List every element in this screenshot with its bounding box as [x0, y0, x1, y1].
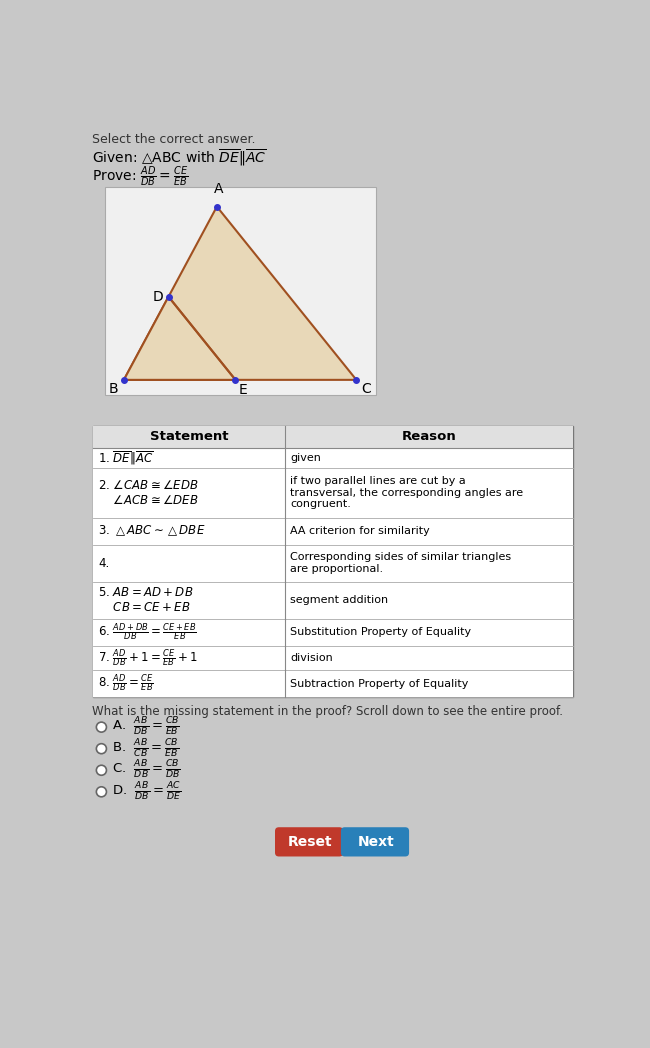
Text: 3. $\triangle ABC \sim\triangle DBE$: 3. $\triangle ABC \sim\triangle DBE$ [98, 524, 205, 539]
Text: D: D [152, 289, 163, 304]
Text: Next: Next [358, 835, 394, 849]
Circle shape [96, 787, 107, 796]
Bar [93, 427, 573, 447]
Text: 2. $\angle CAB \cong \angle EDB$
    $\angle ACB \cong \angle DEB$: 2. $\angle CAB \cong \angle EDB$ $\angle… [98, 479, 199, 506]
Text: Statement: Statement [150, 431, 228, 443]
Text: D.  $\frac{AB}{DB} = \frac{AC}{DE}$: D. $\frac{AB}{DB} = \frac{AC}{DE}$ [112, 781, 181, 803]
Bar [93, 518, 573, 545]
Text: 8. $\frac{AD}{DB} = \frac{CE}{EB}$: 8. $\frac{AD}{DB} = \frac{CE}{EB}$ [98, 673, 154, 695]
Text: given: given [291, 453, 321, 462]
Text: Given: △ABC with $\overline{DE} \| \overline{AC}$: Given: △ABC with $\overline{DE} \| \over… [92, 148, 266, 168]
Text: E: E [239, 383, 248, 397]
FancyBboxPatch shape [275, 827, 343, 856]
Circle shape [96, 744, 107, 754]
Text: division: division [291, 653, 333, 662]
Text: Substitution Property of Equality: Substitution Property of Equality [291, 627, 472, 637]
Circle shape [96, 722, 107, 733]
Polygon shape [124, 206, 356, 379]
Bar [93, 467, 573, 518]
Text: What is the missing statement in the proof? Scroll down to see the entire proof.: What is the missing statement in the pro… [92, 705, 563, 718]
Text: C.  $\frac{AB}{DB} = \frac{CB}{DB}$: C. $\frac{AB}{DB} = \frac{CB}{DB}$ [112, 759, 181, 782]
Bar [93, 618, 573, 646]
Text: Prove: $\frac{AD}{DB} = \frac{CE}{EB}$: Prove: $\frac{AD}{DB} = \frac{CE}{EB}$ [92, 165, 188, 189]
Text: A.  $\frac{AB}{DB} = \frac{CB}{EB}$: A. $\frac{AB}{DB} = \frac{CB}{EB}$ [112, 716, 180, 738]
Text: Corresponding sides of similar triangles
are proportional.: Corresponding sides of similar triangles… [291, 552, 512, 574]
Text: 4.: 4. [98, 556, 110, 570]
Text: B.  $\frac{AB}{CB} = \frac{CB}{EB}$: B. $\frac{AB}{CB} = \frac{CB}{EB}$ [112, 738, 179, 760]
Text: A: A [214, 182, 223, 196]
Text: B: B [108, 383, 118, 396]
Polygon shape [124, 297, 235, 379]
Text: Reason: Reason [402, 431, 456, 443]
Text: C: C [361, 383, 370, 396]
Text: 7. $\frac{AD}{DB} + 1 = \frac{CE}{EB} + 1$: 7. $\frac{AD}{DB} + 1 = \frac{CE}{EB} + … [98, 647, 198, 669]
Bar [93, 670, 573, 697]
Text: if two parallel lines are cut by a
transversal, the corresponding angles are
con: if two parallel lines are cut by a trans… [291, 476, 524, 509]
FancyBboxPatch shape [341, 827, 409, 856]
Text: Select the correct answer.: Select the correct answer. [92, 133, 255, 147]
Bar [93, 545, 573, 582]
Text: AA criterion for similarity: AA criterion for similarity [291, 526, 430, 537]
Circle shape [96, 765, 107, 776]
Bar [93, 646, 573, 670]
Text: Subtraction Property of Equality: Subtraction Property of Equality [291, 679, 469, 689]
Text: 1. $\overline{DE} \| \overline{AC}$: 1. $\overline{DE} \| \overline{AC}$ [98, 449, 154, 466]
Bar [93, 447, 573, 467]
Bar [105, 188, 376, 395]
Bar [93, 427, 573, 697]
Text: Reset: Reset [287, 835, 332, 849]
Text: segment addition: segment addition [291, 595, 389, 605]
Text: 5. $AB = AD + DB$
    $CB = CE + EB$: 5. $AB = AD + DB$ $CB = CE + EB$ [98, 586, 194, 614]
Text: 6. $\frac{AD+DB}{DB} = \frac{CE+EB}{EB}$: 6. $\frac{AD+DB}{DB} = \frac{CE+EB}{EB}$ [98, 621, 197, 642]
Bar [93, 582, 573, 618]
